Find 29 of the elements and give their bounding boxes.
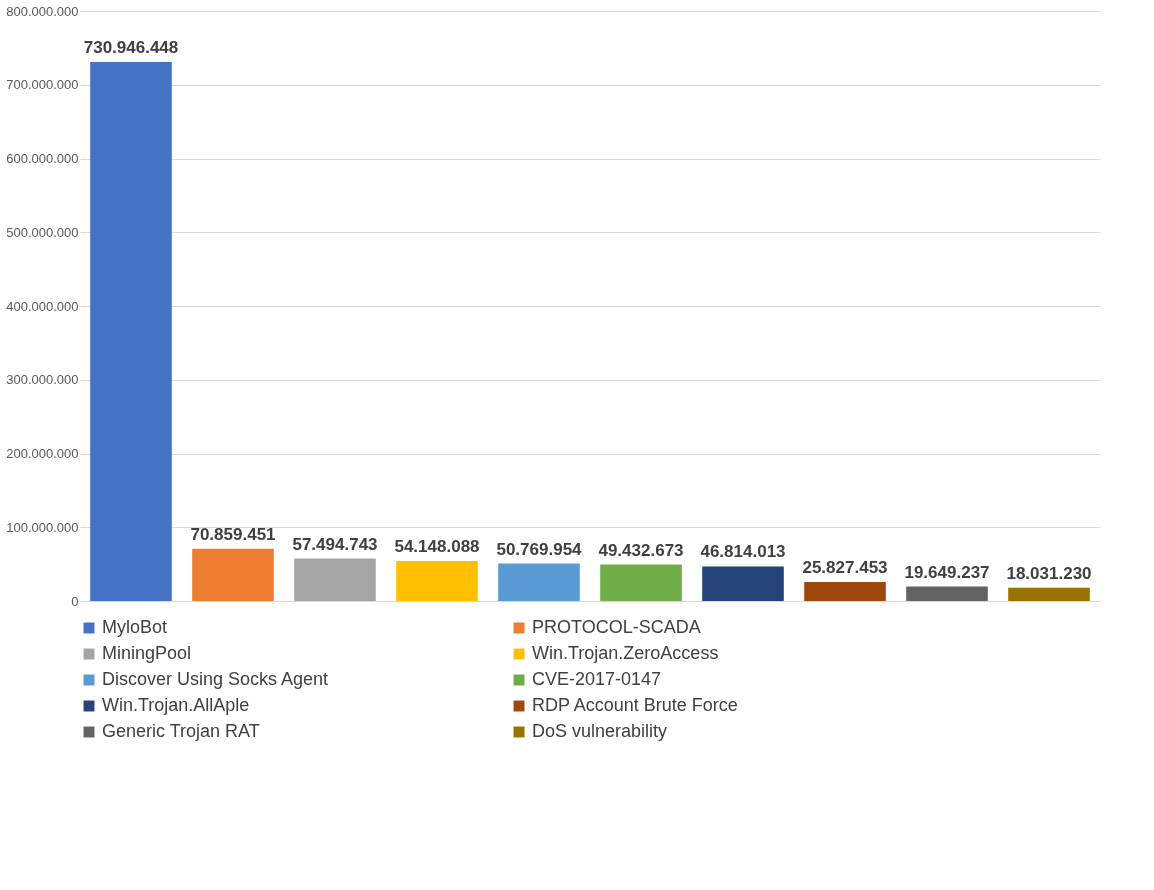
- legend-label: Win.Trojan.ZeroAccess: [532, 643, 719, 663]
- y-tick-label: 500.000.000: [6, 224, 79, 240]
- legend-label: DoS vulnerability: [532, 721, 668, 741]
- y-tick-label: 700.000.000: [6, 77, 79, 93]
- data-label: 49.432.673: [598, 540, 684, 560]
- legend-label: CVE-2017-0147: [532, 669, 662, 689]
- y-tick-label: 600.000.000: [6, 151, 79, 166]
- y-tick-label: 300.000.000: [6, 372, 79, 388]
- data-label: 730.946.448: [83, 37, 179, 57]
- legend-label: Discover Using Socks Agent: [102, 669, 329, 689]
- data-label: 46.814.013: [700, 542, 786, 562]
- legend-label: RDP Account Brute Force: [532, 695, 738, 715]
- y-tick-label: 0: [71, 593, 79, 609]
- legend-label: Win.Trojan.AllAple: [102, 695, 250, 715]
- y-tick-label: 200.000.000: [6, 446, 79, 461]
- y-tick-label: 100.000.000: [6, 519, 79, 535]
- legend-label: MyloBot: [102, 617, 168, 637]
- data-label: 50.769.954: [496, 539, 583, 559]
- data-label: 18.031.230: [1006, 563, 1092, 583]
- data-label: 57.494.743: [292, 534, 378, 554]
- legend-label: PROTOCOL-SCADA: [532, 617, 701, 637]
- legend-label: Generic Trojan RAT: [102, 721, 260, 741]
- y-tick-label: 400.000.000: [6, 298, 79, 314]
- data-label: 19.649.237: [904, 562, 990, 582]
- data-label: 70.859.451: [190, 524, 276, 544]
- data-label: 54.148.088: [394, 537, 480, 557]
- y-tick-label: 800.000.000: [6, 3, 79, 19]
- data-label: 25.827.453: [802, 557, 888, 577]
- legend-label: MiningPool: [102, 643, 192, 663]
